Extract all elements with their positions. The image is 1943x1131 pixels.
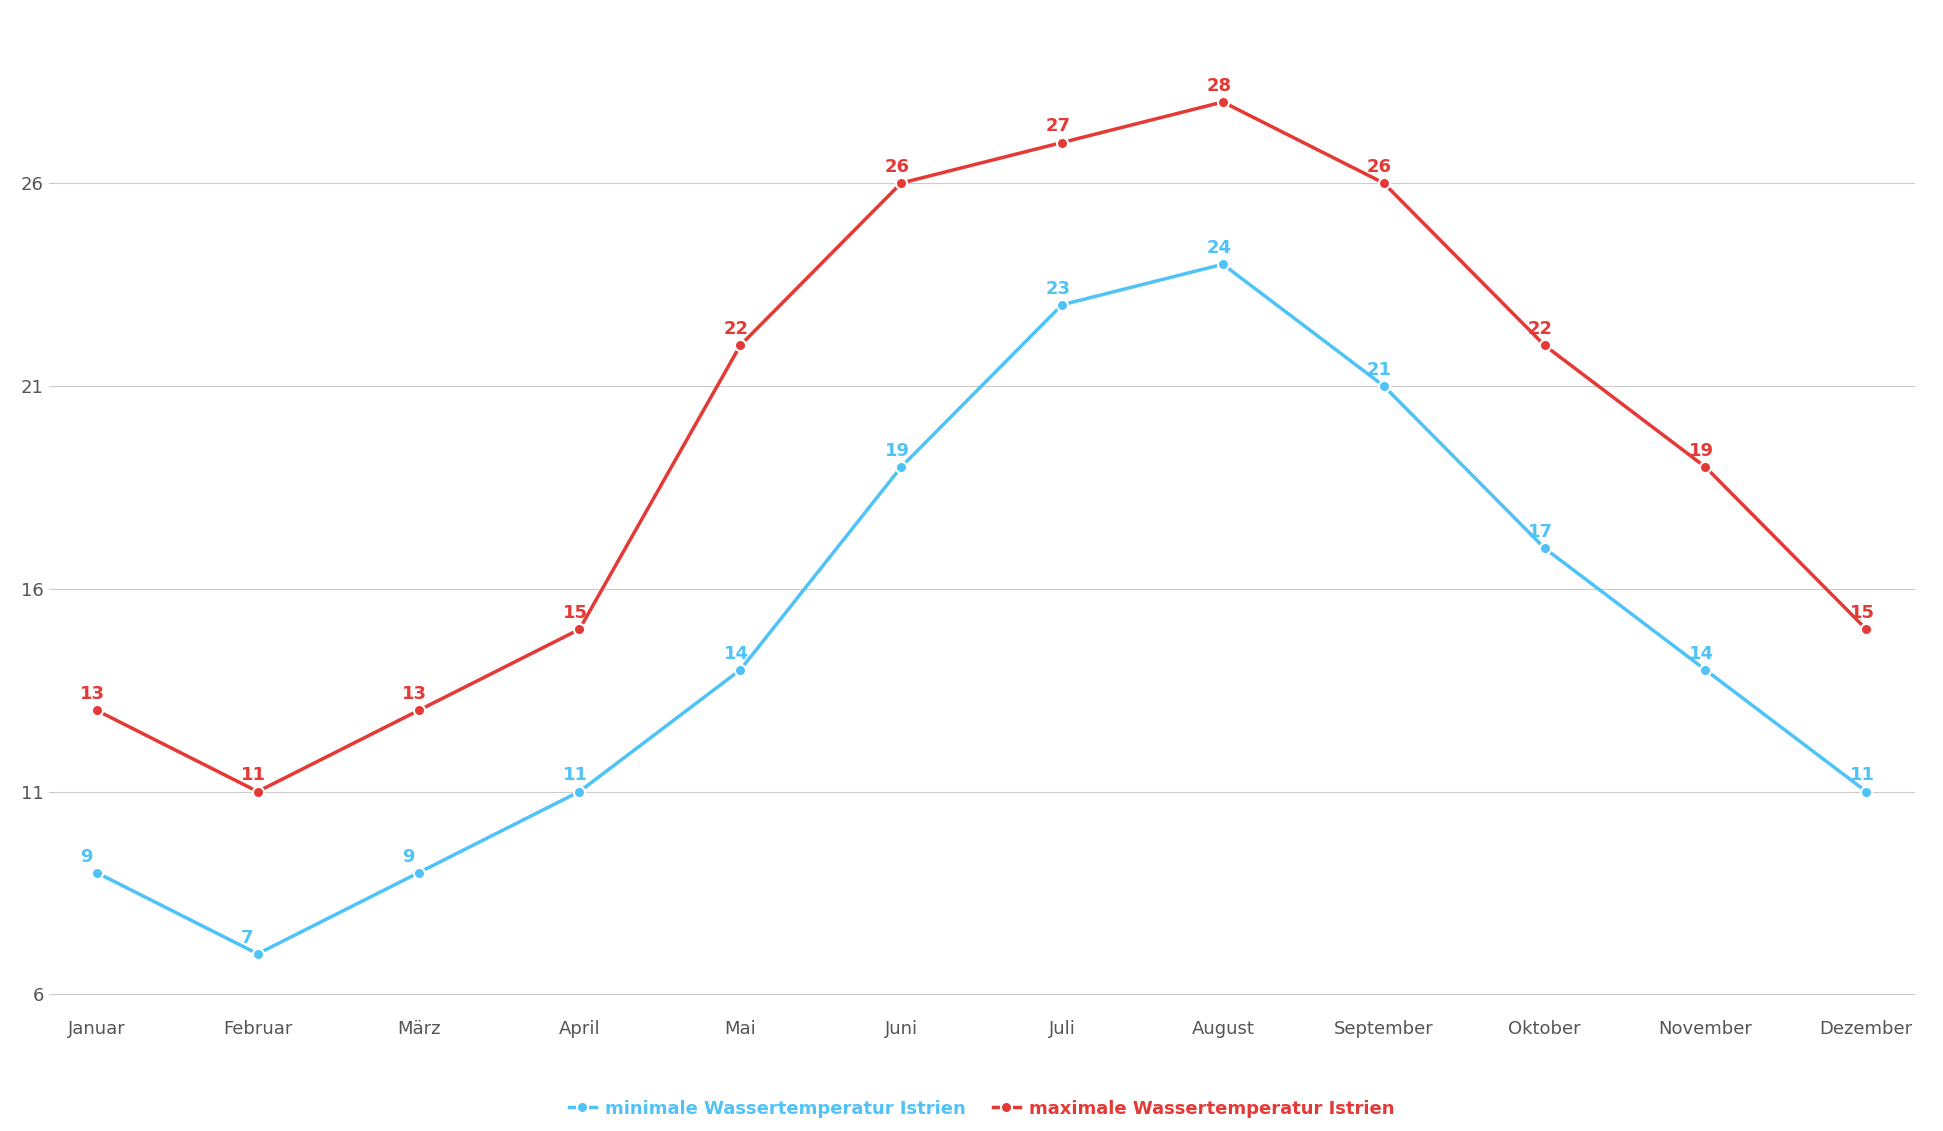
Text: 9: 9 bbox=[402, 847, 414, 865]
Text: 11: 11 bbox=[241, 767, 266, 785]
maximale Wassertemperatur Istrien bbox=[729, 338, 752, 352]
minimale Wassertemperatur Istrien bbox=[729, 663, 752, 676]
minimale Wassertemperatur Istrien bbox=[890, 460, 913, 474]
Text: 27: 27 bbox=[1045, 118, 1071, 136]
Text: 11: 11 bbox=[1850, 767, 1875, 785]
minimale Wassertemperatur Istrien bbox=[1372, 379, 1395, 392]
Text: 11: 11 bbox=[563, 767, 587, 785]
Legend: minimale Wassertemperatur Istrien, maximale Wassertemperatur Istrien: minimale Wassertemperatur Istrien, maxim… bbox=[562, 1093, 1401, 1125]
Line: minimale Wassertemperatur Istrien: minimale Wassertemperatur Istrien bbox=[91, 259, 1871, 959]
Text: 15: 15 bbox=[1850, 604, 1875, 622]
maximale Wassertemperatur Istrien bbox=[567, 622, 591, 636]
maximale Wassertemperatur Istrien bbox=[1210, 95, 1234, 109]
Text: 21: 21 bbox=[1368, 361, 1391, 379]
minimale Wassertemperatur Istrien bbox=[406, 866, 429, 880]
maximale Wassertemperatur Istrien bbox=[1533, 338, 1556, 352]
Text: 9: 9 bbox=[80, 847, 93, 865]
maximale Wassertemperatur Istrien bbox=[247, 785, 270, 798]
Line: maximale Wassertemperatur Istrien: maximale Wassertemperatur Istrien bbox=[91, 96, 1871, 797]
Text: 13: 13 bbox=[402, 685, 427, 703]
minimale Wassertemperatur Istrien bbox=[1694, 663, 1718, 676]
maximale Wassertemperatur Istrien bbox=[890, 176, 913, 190]
Text: 22: 22 bbox=[723, 320, 748, 338]
Text: 23: 23 bbox=[1045, 279, 1071, 297]
Text: 14: 14 bbox=[723, 645, 748, 663]
minimale Wassertemperatur Istrien bbox=[1210, 258, 1234, 271]
Text: 22: 22 bbox=[1527, 320, 1552, 338]
Text: 7: 7 bbox=[241, 929, 253, 947]
maximale Wassertemperatur Istrien bbox=[85, 703, 109, 717]
Text: 15: 15 bbox=[563, 604, 587, 622]
Text: 19: 19 bbox=[1688, 442, 1714, 460]
minimale Wassertemperatur Istrien bbox=[567, 785, 591, 798]
Text: 26: 26 bbox=[1368, 158, 1391, 176]
Text: 24: 24 bbox=[1207, 239, 1232, 257]
maximale Wassertemperatur Istrien bbox=[1856, 622, 1879, 636]
Text: 14: 14 bbox=[1688, 645, 1714, 663]
Text: 19: 19 bbox=[884, 442, 909, 460]
Text: 26: 26 bbox=[884, 158, 909, 176]
minimale Wassertemperatur Istrien bbox=[85, 866, 109, 880]
maximale Wassertemperatur Istrien bbox=[1051, 136, 1074, 149]
minimale Wassertemperatur Istrien bbox=[1856, 785, 1879, 798]
maximale Wassertemperatur Istrien bbox=[1372, 176, 1395, 190]
maximale Wassertemperatur Istrien bbox=[1694, 460, 1718, 474]
Text: 13: 13 bbox=[80, 685, 105, 703]
minimale Wassertemperatur Istrien bbox=[247, 947, 270, 960]
Text: 28: 28 bbox=[1207, 77, 1232, 95]
minimale Wassertemperatur Istrien bbox=[1533, 542, 1556, 555]
maximale Wassertemperatur Istrien bbox=[406, 703, 429, 717]
Text: 17: 17 bbox=[1527, 523, 1552, 541]
minimale Wassertemperatur Istrien bbox=[1051, 297, 1074, 311]
